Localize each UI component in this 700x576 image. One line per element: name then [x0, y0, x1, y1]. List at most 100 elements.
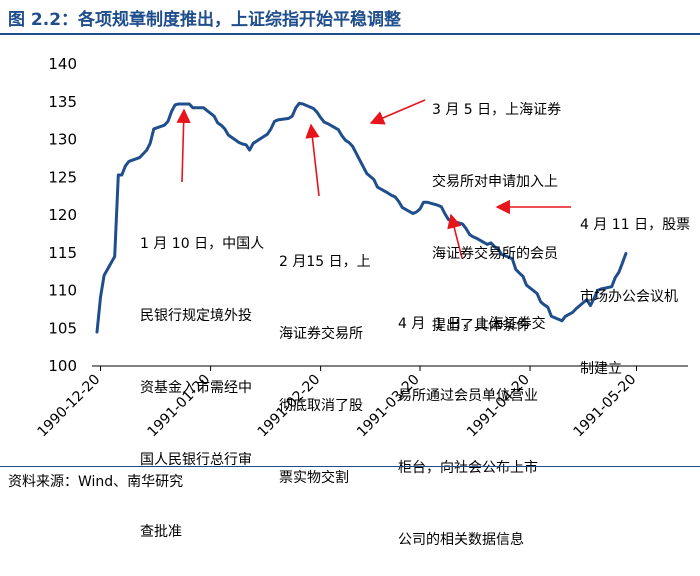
data-point	[139, 157, 141, 159]
data-point	[227, 134, 229, 136]
data-point	[401, 206, 403, 208]
data-point	[589, 305, 592, 307]
data-point	[362, 166, 364, 168]
data-point	[103, 274, 105, 276]
data-point	[518, 272, 521, 274]
y-tick-label: 105	[48, 319, 77, 337]
data-point	[199, 107, 201, 109]
data-point	[352, 145, 354, 147]
data-point	[586, 299, 588, 301]
data-point	[149, 142, 151, 144]
data-point	[295, 107, 297, 109]
data-point	[547, 306, 549, 308]
data-point	[327, 123, 329, 125]
data-point	[476, 237, 478, 239]
data-point	[497, 248, 499, 250]
data-point	[213, 115, 215, 117]
data-point	[398, 200, 400, 202]
chart-title: 图 2.2：各项规章制度推出，上证综指开始平稳调整	[8, 10, 402, 30]
data-point	[426, 201, 428, 203]
data-point	[241, 143, 244, 145]
data-point	[117, 174, 119, 176]
y-tick-label: 130	[48, 131, 77, 149]
data-point	[614, 277, 616, 279]
annotation-line: 4 月 11 日，股票	[580, 217, 691, 233]
x-tick-label: 1990-12-20	[35, 372, 104, 441]
data-point	[263, 135, 265, 138]
data-point	[323, 121, 325, 123]
data-point	[373, 178, 375, 181]
data-point	[415, 211, 417, 213]
data-point	[238, 141, 240, 144]
data-point	[344, 139, 347, 141]
data-point	[611, 286, 613, 288]
data-point	[525, 284, 528, 286]
data-point	[618, 271, 620, 273]
data-point	[245, 144, 247, 146]
data-point	[270, 128, 272, 130]
data-point	[337, 129, 339, 131]
data-point	[163, 124, 165, 126]
annotation-line: 2 月15 日，上	[279, 254, 371, 270]
annotation-feb15: 2 月15 日，上 海证券交易所 彻底取消了股 票实物交割	[279, 202, 371, 514]
data-point	[412, 212, 414, 215]
data-point	[543, 304, 545, 306]
data-point	[302, 103, 304, 105]
annotation-apr1: 4 月 1 日，上海证券交 易所通过会员单位营业 柜台，向社会公布上市 公司的相…	[398, 264, 546, 576]
arrow-mar5	[369, 99, 426, 125]
data-point	[170, 111, 173, 113]
annotation-line: 彻底取消了股	[279, 398, 363, 414]
annotation-line: 公司的相关数据信息	[398, 532, 524, 548]
data-point	[419, 208, 421, 210]
data-point	[195, 107, 197, 109]
data-point	[550, 315, 552, 317]
data-point	[146, 149, 148, 151]
data-point	[472, 236, 474, 238]
data-point	[422, 201, 425, 203]
data-point	[593, 298, 595, 300]
data-point	[600, 288, 602, 290]
annotation-line: 民银行规定境外投	[140, 308, 252, 324]
data-point	[465, 228, 467, 230]
data-point	[192, 107, 194, 109]
arrow-jan10	[176, 108, 191, 183]
data-point	[376, 186, 378, 188]
data-point	[486, 243, 488, 245]
data-point	[273, 120, 276, 122]
annotation-line: 海证券交易所的会员	[432, 246, 558, 262]
data-point	[220, 124, 222, 126]
title-divider	[0, 33, 700, 35]
annotation-line: 国人民银行总行审	[140, 452, 252, 468]
annotation-arrows	[176, 99, 571, 259]
data-point	[469, 234, 471, 236]
annotation-mar5: 3 月 5 日，上海证券 交易所对申请加入上 海证券交易所的会员 提出了具体条件	[432, 50, 561, 362]
annotation-jan10: 1 月 10 日，中国人 民银行规定境外投 资基金入市需经中 国人民银行总行审 …	[140, 184, 264, 568]
annotation-line: 4 月 1 日，上海证券交	[398, 316, 546, 332]
data-point	[440, 206, 442, 208]
data-point	[202, 107, 205, 109]
data-point	[312, 107, 315, 110]
annotation-line: 3 月 5 日，上海证券	[432, 102, 562, 118]
data-point	[99, 296, 102, 298]
y-tick-label: 125	[48, 168, 77, 186]
data-point	[575, 308, 577, 310]
annotation-line: 提出了具体条件	[432, 318, 530, 334]
data-point	[515, 268, 517, 270]
data-point	[369, 175, 371, 178]
source-divider	[0, 466, 700, 467]
arrow-feb15	[305, 123, 320, 197]
data-point	[536, 292, 538, 295]
y-tick-label: 115	[48, 244, 77, 262]
data-point	[224, 128, 226, 130]
data-point	[188, 103, 190, 105]
data-point	[387, 192, 389, 194]
title-bar: 图 2.2：各项规章制度推出，上证综指开始平稳调整	[0, 0, 700, 34]
data-point	[320, 117, 322, 119]
data-point	[128, 160, 130, 162]
data-point	[217, 122, 219, 124]
data-point	[564, 315, 567, 317]
annotation-line: 市场办公会议机	[580, 289, 678, 305]
data-point	[124, 165, 126, 167]
annotation-line: 查批准	[140, 524, 182, 540]
